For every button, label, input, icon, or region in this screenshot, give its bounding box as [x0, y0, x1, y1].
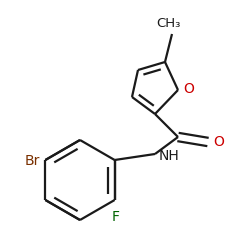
Text: F: F	[112, 209, 120, 223]
Text: Br: Br	[25, 153, 40, 167]
Text: O: O	[183, 82, 194, 96]
Text: CH₃: CH₃	[156, 17, 180, 30]
Text: NH: NH	[159, 148, 180, 162]
Text: O: O	[213, 135, 224, 148]
